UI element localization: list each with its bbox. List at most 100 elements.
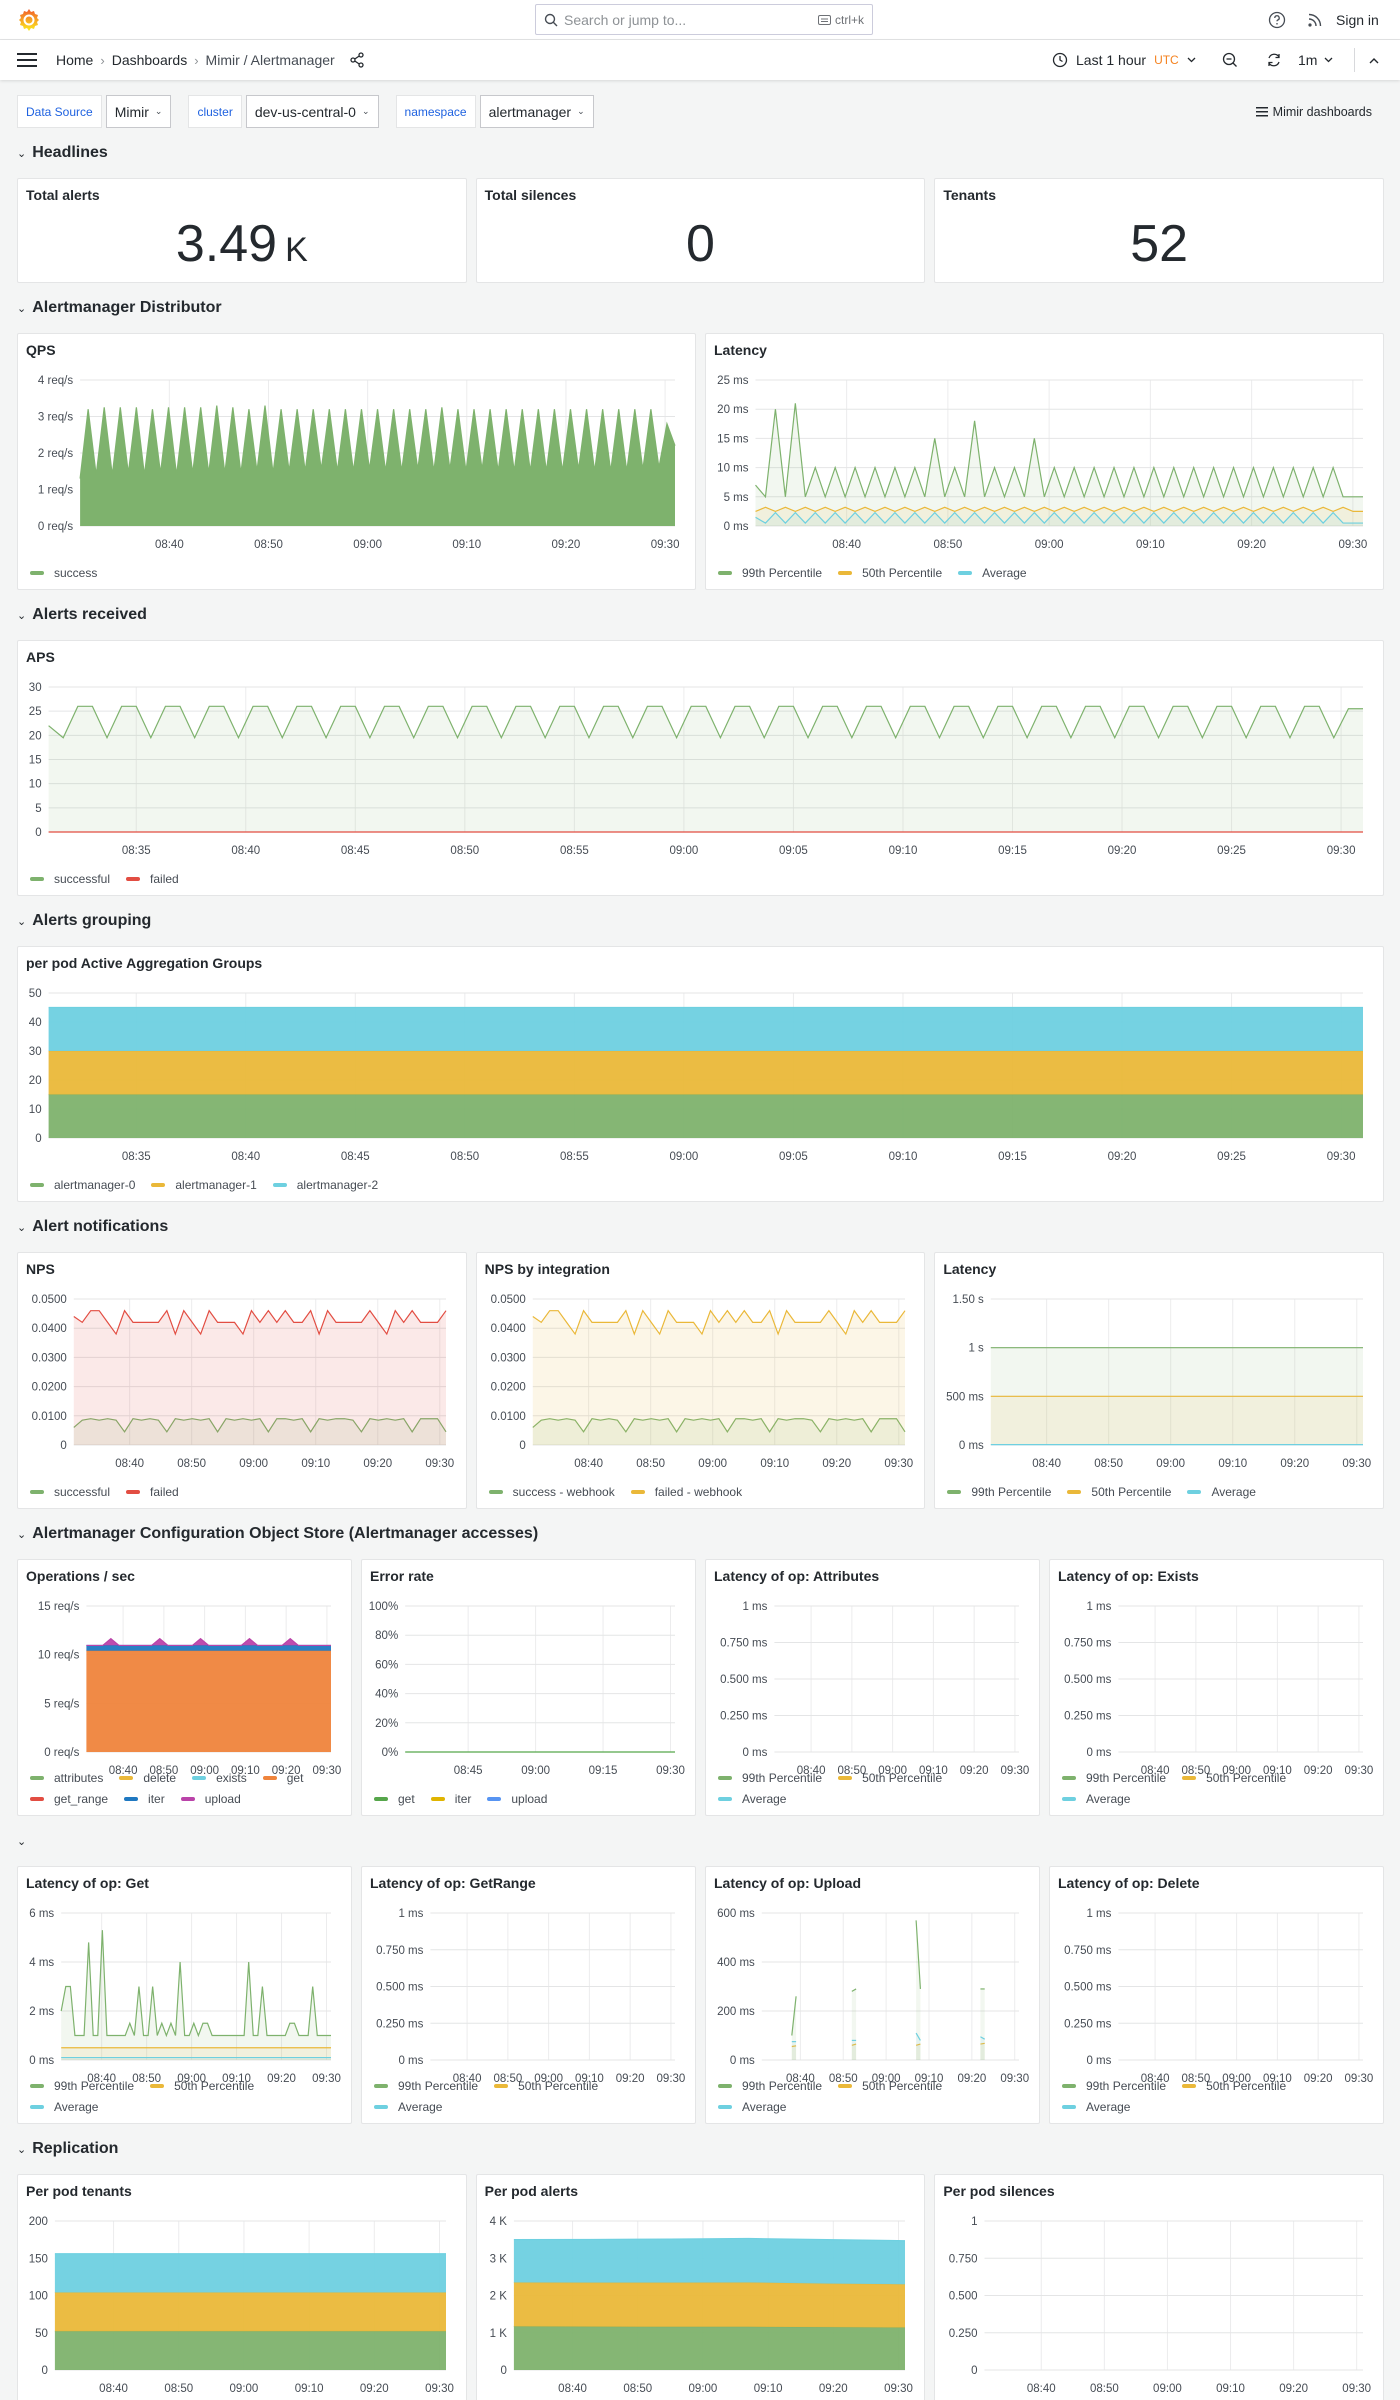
chart-svg[interactable]: 08:40 08:50 09:00 09:10 09:20 09:30 0 ms 0.250 … (1050, 1592, 1383, 1784)
legend-item[interactable]: Average (718, 2096, 786, 2117)
chart-svg[interactable]: 08:40 08:50 09:00 09:10 09:20 09:30 0 req/s 1 r… (18, 366, 695, 558)
panel-title[interactable]: NPS by integration (484, 1261, 610, 1277)
variable-select-datasource[interactable]: Mimir ⌄ (105, 95, 172, 128)
legend-item[interactable]: exists (192, 1767, 247, 1788)
legend-item[interactable]: alertmanager-0 (30, 1174, 135, 1195)
collapse-header-button[interactable] (1369, 40, 1379, 80)
legend-item[interactable]: 50th Percentile (838, 2075, 942, 2096)
breadcrumb-dashboards[interactable]: Dashboards (111, 52, 188, 68)
chart-svg[interactable]: 08:40 08:50 09:00 09:10 09:20 09:30 0 ms 0.250 … (362, 1899, 695, 2092)
legend-item[interactable]: upload (180, 1788, 241, 1809)
variable-select-namespace[interactable]: alertmanager ⌄ (479, 95, 594, 128)
panel-title[interactable]: Tenants (943, 187, 996, 203)
legend-item[interactable]: Average (1062, 1788, 1130, 1809)
panel-title[interactable]: Operations / sec (26, 1568, 135, 1584)
panel-title[interactable]: Latency (943, 1261, 997, 1277)
row-header-replication[interactable]: ⌄ Replication (17, 2124, 1384, 2174)
legend-item[interactable]: Average (1062, 2096, 1130, 2117)
row-header-headlines[interactable]: ⌄ Headlines (17, 128, 1384, 178)
chart-svg[interactable]: 08:40 08:50 09:00 09:10 09:20 09:30 0 ms 2 ms 4 … (18, 1899, 351, 2092)
grafana-logo-icon[interactable] (17, 8, 41, 32)
panel-title[interactable]: Latency of op: Delete (1058, 1875, 1200, 1891)
legend-item[interactable]: success - webhook (488, 1481, 615, 1502)
panel-title[interactable]: Total silences (484, 187, 577, 203)
legend-item[interactable]: 99th Percentile (718, 1767, 822, 1788)
legend-item[interactable]: Average (30, 2096, 98, 2117)
chart-svg[interactable]: 08:35 08:40 08:45 08:50 08:55 09:00 09:05 09:10… (18, 673, 1383, 864)
panel-title[interactable]: Error rate (370, 1568, 434, 1584)
panel-title[interactable]: Total alerts (26, 187, 100, 203)
chart-svg[interactable]: 08:40 08:50 09:00 09:10 09:20 09:30 0 ms 500 ms… (935, 1285, 1383, 1477)
legend-item[interactable]: Average (718, 1788, 786, 1809)
legend-item[interactable]: failed (126, 1481, 179, 1502)
legend-item[interactable]: success (30, 562, 97, 583)
search-input[interactable]: Search or jump to... ctrl+k (535, 4, 873, 35)
breadcrumb-home[interactable]: Home (56, 52, 94, 68)
legend-item[interactable]: alertmanager-1 (151, 1174, 257, 1195)
legend-item[interactable]: delete (119, 1767, 176, 1788)
legend-item[interactable]: get_range (30, 1788, 108, 1809)
panel-title[interactable]: Latency (714, 342, 767, 358)
panel-title[interactable]: Latency of op: Exists (1058, 1568, 1199, 1584)
legend-item[interactable]: attributes (30, 1767, 103, 1788)
sign-in-link[interactable]: Sign in (1336, 12, 1379, 28)
legend-item[interactable]: alertmanager-2 (272, 1174, 378, 1195)
refresh-interval-picker[interactable]: 1m (1298, 40, 1333, 80)
legend-item[interactable]: iter (124, 1788, 165, 1809)
legend-item[interactable]: iter (430, 1788, 471, 1809)
zoom-out-button[interactable] (1222, 40, 1238, 80)
panel-title[interactable]: Per pod tenants (26, 2183, 132, 2199)
legend-item[interactable]: 99th Percentile (718, 562, 822, 583)
help-button[interactable] (1268, 0, 1286, 40)
legend-item[interactable]: 99th Percentile (947, 1481, 1051, 1502)
legend-item[interactable]: Average (1187, 1481, 1256, 1502)
legend-item[interactable]: 50th Percentile (150, 2075, 254, 2096)
chart-svg[interactable]: 08:40 08:50 09:00 09:10 09:20 09:30 0 ms 200 ms… (706, 1899, 1039, 2092)
legend-item[interactable]: 99th Percentile (718, 2075, 822, 2096)
legend-item[interactable]: 99th Percentile (374, 2075, 478, 2096)
legend-item[interactable]: 50th Percentile (838, 562, 942, 583)
panel-title[interactable]: Latency of op: Attributes (714, 1568, 880, 1584)
row-header-alertmanager-distributor[interactable]: ⌄ Alertmanager Distributor (17, 283, 1384, 333)
chart-svg[interactable]: 08:40 08:50 09:00 09:10 09:20 09:30 0 ms 0.250 … (1050, 1899, 1383, 2092)
time-range-picker[interactable]: Last 1 hour UTC (1052, 40, 1196, 80)
chart-svg[interactable]: 08:40 08:50 09:00 09:10 09:20 09:30 0 50 100 150 2… (18, 2207, 466, 2400)
row-header-alerts-grouping[interactable]: ⌄ Alerts grouping (17, 896, 1384, 946)
panel-title[interactable]: Per pod silences (943, 2183, 1055, 2199)
chart-svg[interactable]: 08:40 08:50 09:00 09:10 09:20 09:30 0 1 K 2 K 3 K… (477, 2207, 925, 2400)
panel-title[interactable]: Latency of op: Upload (714, 1875, 861, 1891)
chart-svg[interactable]: 08:40 08:50 09:00 09:10 09:20 09:30 0 0.250 0.50… (935, 2207, 1383, 2400)
share-icon[interactable] (349, 52, 365, 68)
chart-svg[interactable]: 08:40 08:50 09:00 09:10 09:20 09:30 0 ms 5 ms 10… (706, 366, 1383, 558)
legend-item[interactable]: Average (958, 562, 1027, 583)
menu-button[interactable] (17, 40, 37, 80)
panel-title[interactable]: Latency of op: Get (26, 1875, 149, 1891)
chart-svg[interactable]: 08:40 08:50 09:00 09:10 09:20 09:30 0 0.0100 0.0… (477, 1285, 925, 1477)
legend-item[interactable]: 50th Percentile (1182, 1767, 1286, 1788)
panel-title[interactable]: QPS (26, 342, 56, 358)
legend-item[interactable]: 50th Percentile (1067, 1481, 1171, 1502)
legend-item[interactable]: get (262, 1767, 303, 1788)
legend-item[interactable]: 50th Percentile (494, 2075, 598, 2096)
legend-item[interactable]: successful (30, 868, 110, 889)
legend-item[interactable]: failed - webhook (630, 1481, 742, 1502)
chart-svg[interactable]: 08:35 08:40 08:45 08:50 08:55 09:00 09:05 09:10… (18, 979, 1383, 1170)
chart-svg[interactable]: 08:40 08:50 09:00 09:10 09:20 09:30 0 ms 0.250 … (706, 1592, 1039, 1784)
refresh-button[interactable] (1266, 40, 1282, 80)
chart-svg[interactable]: 08:40 08:50 09:00 09:10 09:20 09:30 0 0.0100 0.0… (18, 1285, 466, 1477)
panel-title[interactable]: per pod Active Aggregation Groups (26, 955, 263, 971)
variable-select-cluster[interactable]: dev-us-central-0 ⌄ (245, 95, 379, 128)
legend-item[interactable]: successful (30, 1481, 110, 1502)
chart-svg[interactable]: 08:40 08:50 09:00 09:10 09:20 09:30 0 req/s 5 r… (18, 1592, 351, 1784)
row-header-alertmanager-configuration-object-store-alertmanager-accesses[interactable]: ⌄ Alertmanager Configuration Object Store… (17, 1509, 1384, 1559)
legend-item[interactable]: 50th Percentile (1182, 2075, 1286, 2096)
legend-item[interactable]: 99th Percentile (30, 2075, 134, 2096)
legend-item[interactable]: Average (374, 2096, 442, 2117)
legend-item[interactable]: get (374, 1788, 415, 1809)
legend-item[interactable]: 99th Percentile (1062, 1767, 1166, 1788)
legend-item[interactable]: failed (126, 868, 179, 889)
mimir-dashboards-link[interactable]: Mimir dashboards (1255, 95, 1372, 128)
legend-item[interactable]: 50th Percentile (838, 1767, 942, 1788)
panel-title[interactable]: NPS (26, 1261, 55, 1277)
chart-svg[interactable]: 08:45 09:00 09:15 09:30 0% 20% 40% 60% 80% 100% (362, 1592, 695, 1784)
